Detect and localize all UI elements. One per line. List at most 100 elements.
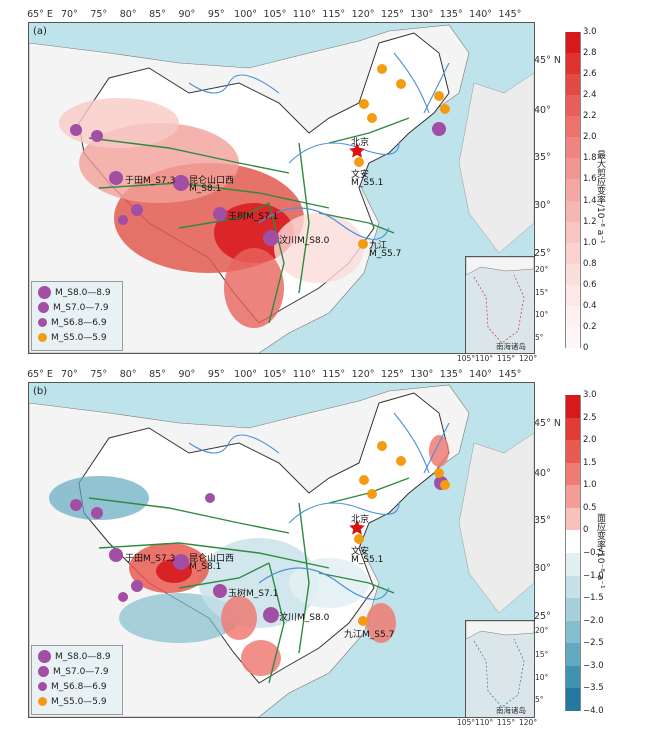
lat-tick: 30° (534, 563, 551, 574)
lon-tick: 145° (498, 369, 522, 380)
quake-marker (118, 592, 128, 602)
city-yushu: 玉树M_S7.1 (228, 212, 279, 222)
magnitude-legend: M_S8.0—8.9 M_S7.0—7.9 M_S6.8—6.9 M_S5.0—… (31, 281, 123, 351)
panel-label: (b) (33, 386, 48, 397)
lon-tick: 125° (381, 9, 404, 20)
colorbar-swatch (565, 620, 581, 644)
legend-row: M_S7.0—7.9 (38, 666, 109, 677)
quake-marker (173, 554, 189, 570)
colorbar-tick-label: 0.8 (583, 258, 597, 269)
lon-tick: 110° (292, 9, 316, 20)
colorbar-swatch (565, 688, 581, 711)
quake-marker (118, 215, 128, 225)
lon-tick: 115° (322, 9, 346, 20)
colorbar-tick-label: 2.4 (583, 90, 597, 101)
panel-label: (a) (33, 26, 47, 37)
colorbar-tick-label: 1.2 (583, 216, 597, 227)
magnitude-legend: M_S8.0—8.9 M_S7.0—7.9 M_S6.8—6.9 M_S5.0—… (31, 645, 123, 715)
colorbar-swatch (565, 530, 581, 553)
strain-pos-ne (429, 435, 449, 467)
lon-tick: 95° (207, 369, 225, 380)
lat-tick: 30° (534, 200, 551, 211)
city-jiujiang-mag: M_S5.7 (369, 249, 402, 259)
colorbar-tick-label: 2.2 (583, 111, 597, 122)
quake-marker (205, 493, 215, 503)
inset-tick-y: 15° (535, 650, 549, 659)
lat-tick: 35° (534, 152, 551, 163)
lon-tick: 125° (381, 369, 404, 380)
colorbar-swatch (565, 462, 581, 486)
colorbar-tick-label: −0.5 (583, 548, 604, 558)
quake-marker (70, 499, 82, 511)
lon-tick: 80° (119, 369, 137, 380)
legend-row: M_S6.8—6.9 (38, 682, 107, 692)
colorbar-tick-label: 2.5 (583, 412, 597, 423)
colorbar-tick-label: −2.0 (583, 615, 604, 626)
city-wenan: 文安 (351, 170, 370, 180)
lon-tick: 105° (263, 369, 287, 380)
legend-row: M_S8.0—8.9 (38, 286, 111, 299)
colorbar-swatch (565, 137, 581, 159)
inset-tick-y: 20° (535, 626, 549, 635)
quake-marker (213, 207, 227, 221)
colorbar-title-a: 最大剪应变率/10⁻⁸ a⁻¹ (595, 150, 605, 244)
fault-lines (88, 477, 410, 684)
lon-tick: 110° (292, 369, 316, 380)
colorbar-swatch (565, 326, 581, 348)
lat-tick: 35° (534, 515, 551, 526)
colorbar-a: 3.0 2.8 2.6 2.4 2.2 2.0 1.8 1.6 1.4 1.2 1.0 0.8 0.6 0… (565, 27, 625, 353)
korea-japan (458, 72, 534, 254)
colorbar-tick-label: −3.0 (583, 660, 604, 671)
legend-row: M_S5.0—5.9 (38, 697, 107, 707)
lon-tick: 70° (60, 9, 78, 20)
inset-tick-y: 10° (535, 673, 549, 682)
inset-tick-x: 120° (519, 718, 538, 727)
colorbar-tick-label: 0.6 (583, 279, 597, 290)
lat-tick: 25° (534, 611, 551, 622)
inset-tick-x: 110° (475, 718, 494, 727)
colorbar-swatch (565, 643, 581, 666)
legend-row: M_S7.0—7.9 (38, 302, 109, 313)
colorbar-tick-label: 3.0 (583, 390, 597, 400)
quake-marker (377, 441, 387, 451)
map-svg-a (29, 24, 534, 353)
beijing-star-icon (349, 520, 365, 535)
colorbar-b: 3.0 2.5 2.0 1.5 1.0 0.5 0 −0.5 −1.0 −1.5 −2.0 −2.5 −… (565, 390, 625, 716)
strain-pos-south (241, 640, 281, 676)
panel-a: 65° E 70° 75° 80° 85° 90° 95° 100° 105° 110° 115° 1… (27, 9, 625, 363)
colorbar-tick-label: −4.0 (583, 706, 604, 716)
inset-svg (466, 621, 534, 708)
lon-tick: 145° (498, 9, 522, 20)
colorbar-tick-label: 0.5 (583, 502, 597, 513)
panel-b: 65° E 70° 75° 80° 85° 90° 95° 100° 105° 110° 115° 1… (0, 363, 667, 731)
lon-tick: 85° (149, 369, 166, 380)
colorbar-swatch (565, 395, 581, 418)
city-wenchuan: 汶川M_S8.0 (279, 236, 330, 246)
quake-marker (358, 616, 368, 626)
colorbar-tick-label: 2.0 (583, 435, 597, 446)
lon-tick: 90° (178, 9, 196, 20)
city-yutian: 于田M_S7.3 (125, 554, 176, 564)
colorbar-swatch (565, 598, 581, 621)
lon-tick: 80° (119, 9, 137, 20)
quake-marker (432, 122, 446, 136)
colorbar-swatch (565, 263, 581, 285)
legend-row: M_S8.0—8.9 (38, 650, 111, 663)
quake-marker (109, 548, 123, 562)
lat-tick: 40° (534, 105, 551, 116)
colorbar-swatch (565, 485, 581, 508)
colorbar-tick-label: −2.5 (583, 638, 604, 649)
colorbar-tick-label: 1.5 (583, 457, 597, 468)
lon-tick: 140° (469, 9, 493, 20)
inset-tick-x: 115° (497, 718, 516, 727)
inset-tick-x: 110° (475, 354, 494, 363)
inset-tick-y: 10° (535, 310, 549, 319)
colorbar-tick-label: 2.6 (583, 69, 597, 80)
quake-marker (213, 584, 227, 598)
city-yutian: 于田M_S7.3 (125, 176, 176, 186)
quake-marker (263, 607, 279, 623)
quake-marker (367, 113, 377, 123)
colorbar-swatch (565, 95, 581, 117)
quake-marker (358, 239, 368, 249)
inset-tick-y: 5° (535, 333, 544, 342)
